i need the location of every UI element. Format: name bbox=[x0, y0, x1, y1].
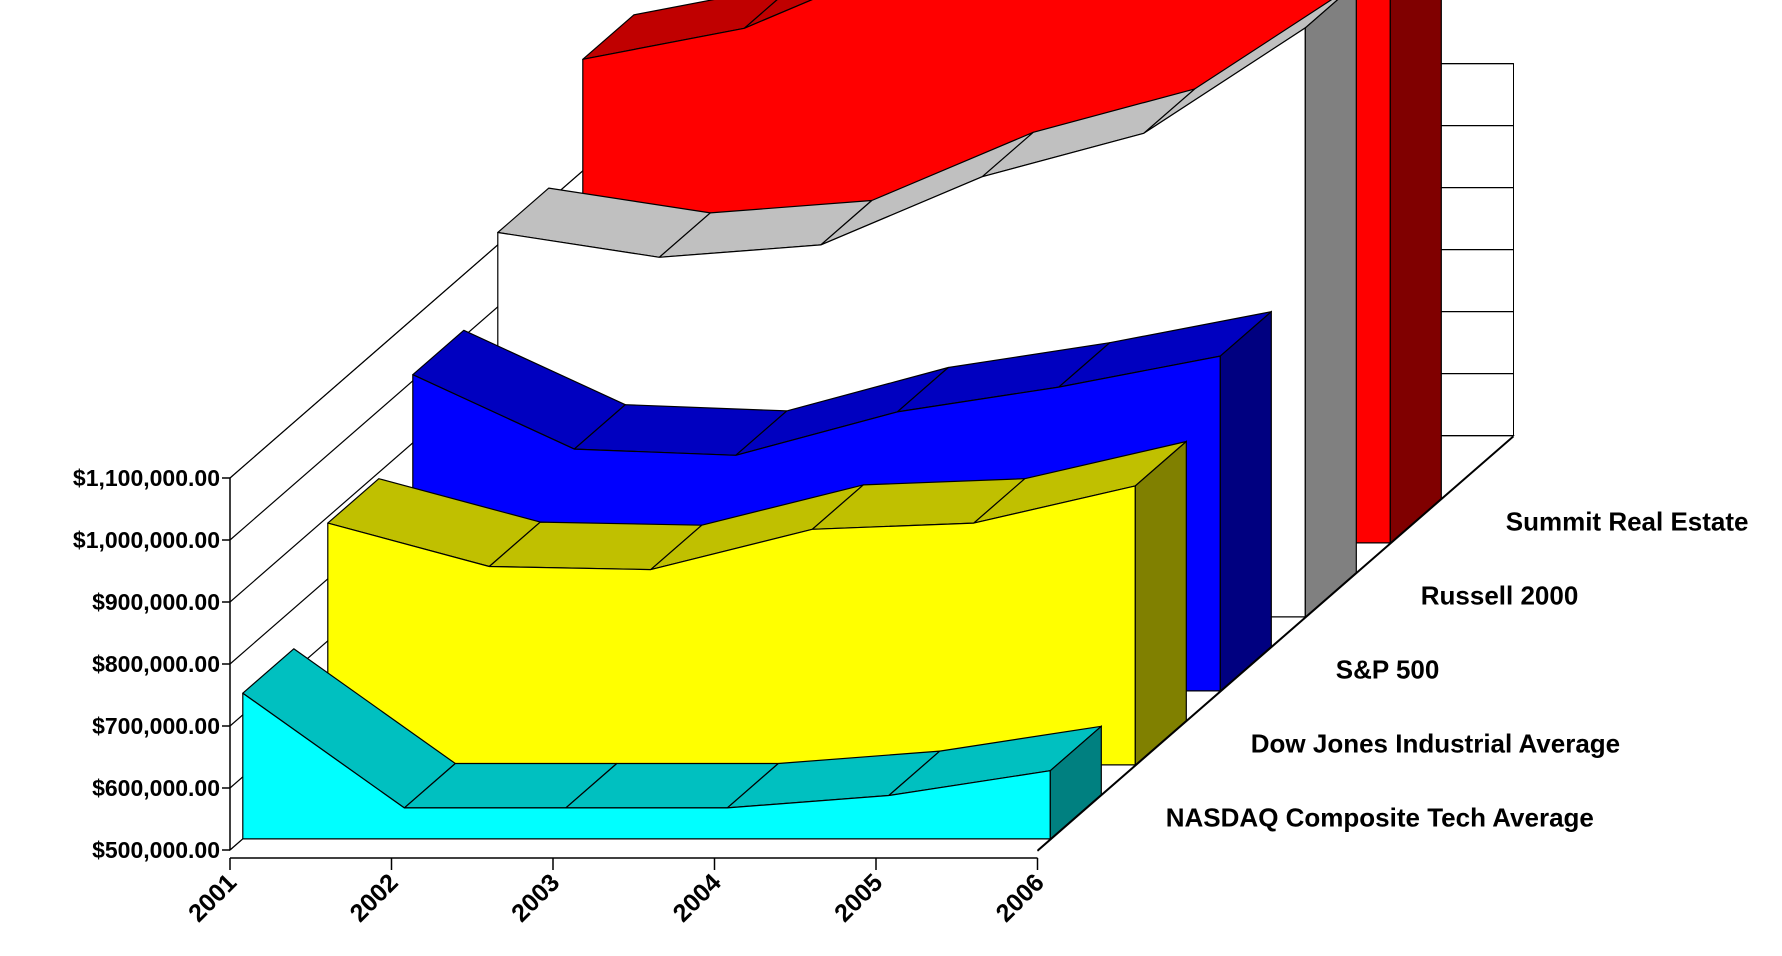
series-label: Russell 2000 bbox=[1421, 581, 1579, 611]
series-label: NASDAQ Composite Tech Average bbox=[1166, 803, 1594, 833]
y-tick-label: $800,000.00 bbox=[92, 651, 220, 677]
series-end-face bbox=[1389, 0, 1442, 545]
y-tick-label: $700,000.00 bbox=[92, 713, 220, 739]
x-tick-label: 2001 bbox=[183, 868, 242, 927]
axes: $500,000.00 $600,000.00 $700,000.00 $800,00… bbox=[73, 436, 1749, 928]
series-label: Summit Real Estate bbox=[1506, 507, 1749, 537]
series-end-face bbox=[1219, 310, 1272, 693]
x-tick-label: 2006 bbox=[991, 868, 1050, 927]
y-tick-label: $1,000,000.00 bbox=[73, 527, 220, 553]
x-tick-label: 2002 bbox=[345, 868, 404, 927]
x-tick-label: 2003 bbox=[506, 868, 565, 927]
y-tick-label: $500,000.00 bbox=[92, 837, 220, 863]
series-label: Dow Jones Industrial Average bbox=[1251, 729, 1620, 759]
y-tick-label: $900,000.00 bbox=[92, 589, 220, 615]
y-tick-label: $1,100,000.00 bbox=[73, 465, 220, 491]
x-tick-label: 2004 bbox=[668, 868, 727, 927]
series-end-face bbox=[1134, 440, 1187, 767]
depth-axis bbox=[1037, 436, 1514, 852]
y-tick-label: $600,000.00 bbox=[92, 775, 220, 801]
series-ribbons bbox=[241, 0, 1443, 841]
series-end-face bbox=[1304, 0, 1357, 619]
series-label: S&P 500 bbox=[1336, 655, 1440, 685]
x-tick-label: 2005 bbox=[829, 868, 888, 927]
